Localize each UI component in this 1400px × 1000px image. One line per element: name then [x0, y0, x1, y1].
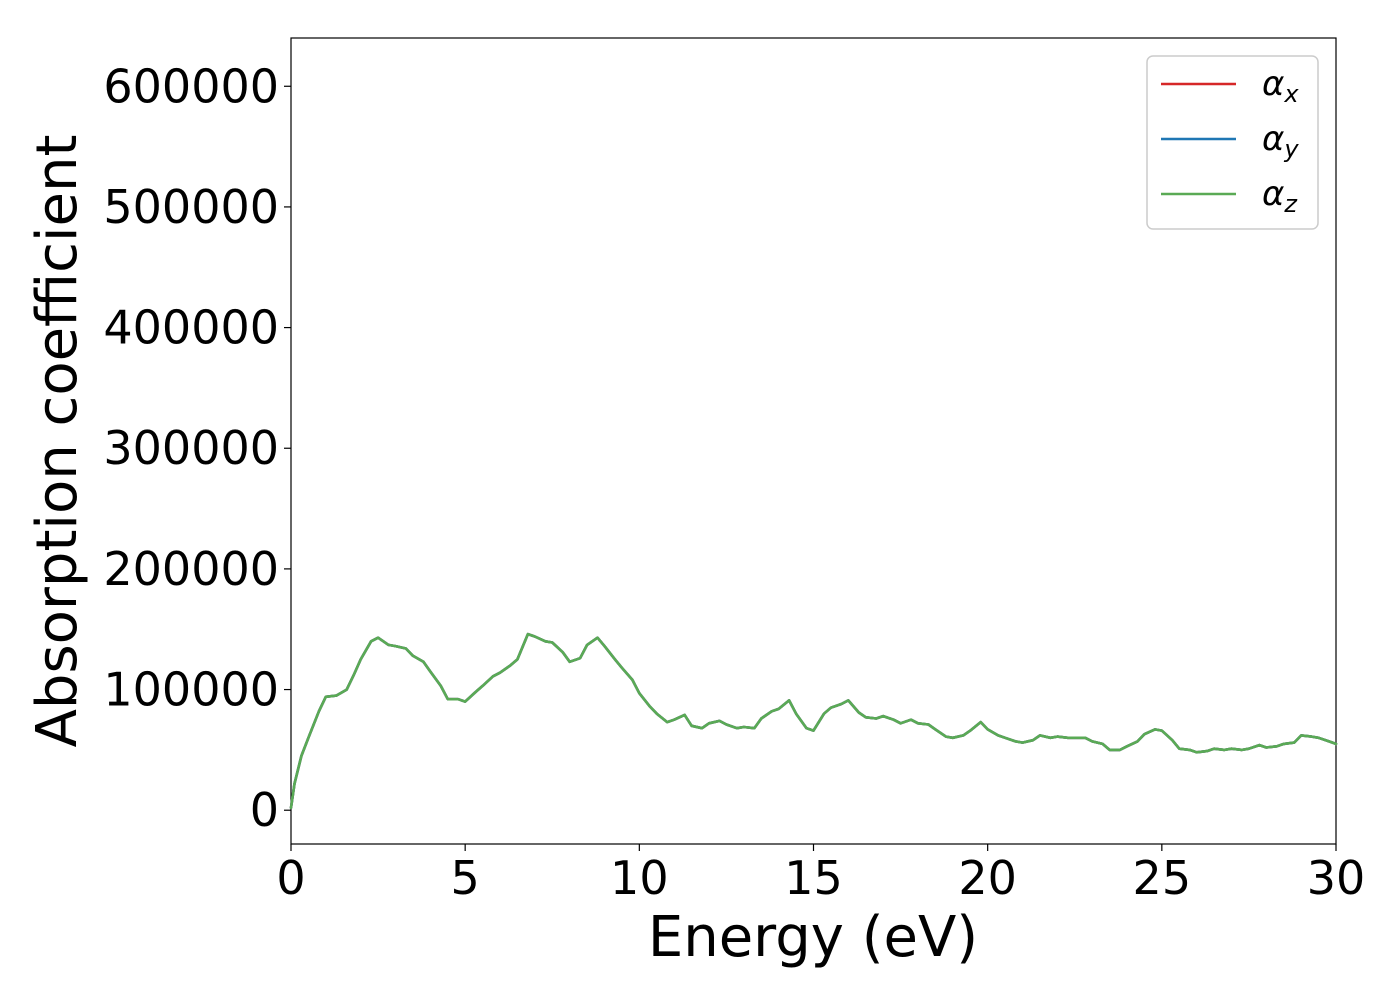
x-tick-label: 0 — [276, 851, 305, 905]
x-tick-label: 10 — [610, 851, 669, 905]
series-line-3 — [289, 632, 1338, 810]
y-tick-label: 200000 — [103, 542, 279, 596]
y-tick-label: 300000 — [103, 421, 279, 475]
legend: αx αy αz — [1146, 55, 1319, 230]
legend-box — [1146, 55, 1319, 230]
legend-entry-label: αz — [1262, 174, 1298, 218]
x-tick-label: 20 — [958, 851, 1017, 905]
legend-entry-label: αy — [1262, 119, 1299, 163]
x-tick-label: 15 — [784, 851, 843, 905]
y-axis-label: Absorption coefficient — [25, 135, 90, 748]
x-tick-label: 30 — [1307, 851, 1366, 905]
x-axis-label: Energy (eV) — [648, 905, 978, 970]
y-tick-label: 0 — [250, 783, 279, 837]
y-tick-label: 400000 — [103, 301, 279, 355]
x-tick-label: 5 — [451, 851, 480, 905]
y-tick-label: 100000 — [103, 663, 279, 717]
x-axis: 0 5 10 15 20 25 30 — [276, 844, 1365, 905]
series-layer — [289, 632, 1338, 810]
x-tick-label: 25 — [1133, 851, 1192, 905]
legend-entries: αx αy αz — [1161, 64, 1299, 218]
y-tick-label: 600000 — [103, 59, 279, 113]
legend-entry-label: αx — [1262, 64, 1299, 108]
y-axis: 0 100000 200000 300000 400000 500000 600000 — [103, 59, 291, 837]
y-tick-label: 500000 — [103, 180, 279, 234]
